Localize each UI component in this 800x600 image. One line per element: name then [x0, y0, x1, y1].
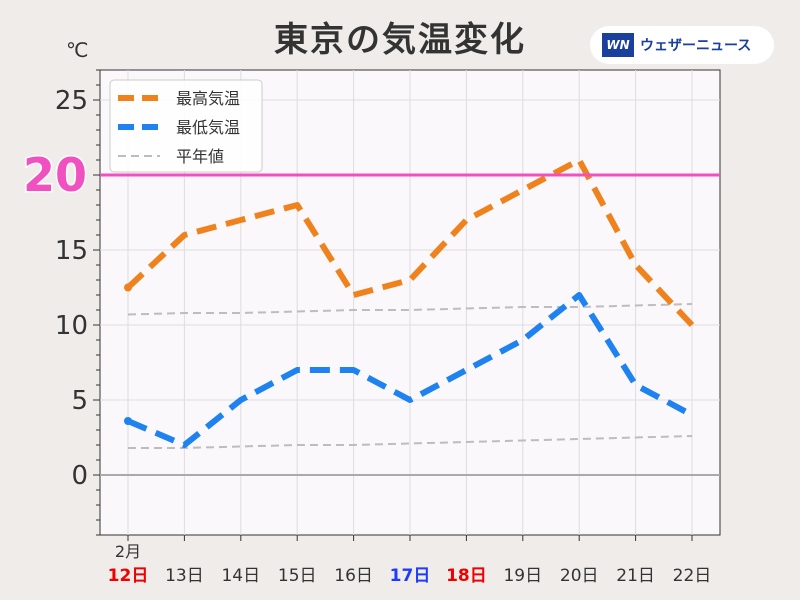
x-tick-label: 17日 [390, 566, 431, 586]
normal-max-line [127, 303, 693, 316]
max-temp-line-start-point [124, 283, 132, 292]
y-unit-label: ℃ [66, 38, 88, 62]
weathernews-logo-mark: WN [602, 33, 634, 57]
x-tick-label: 14日 [221, 566, 260, 586]
legend-label: 最低気温 [176, 118, 240, 137]
highlight-20-label: 20 [23, 148, 87, 202]
x-tick-label: 13日 [165, 566, 204, 586]
x-tick-label: 20日 [560, 566, 599, 586]
x-tick-label: 22日 [673, 566, 712, 586]
legend-label: 平年値 [176, 147, 224, 166]
y-tick-label: 15 [55, 236, 88, 266]
legend-box [109, 79, 263, 173]
weathernews-logo: WN ウェザーニュース [590, 26, 774, 64]
y-tick-label: 5 [71, 386, 88, 416]
x-tick-label: 16日 [334, 566, 373, 586]
weathernews-logo-text: ウェザーニュース [640, 38, 752, 54]
y-tick-label: 0 [71, 461, 88, 491]
x-tick-label: 18日 [446, 566, 487, 586]
month-label: 2月 [115, 542, 141, 561]
y-tick-label: 10 [55, 311, 88, 341]
y-tick-label: 25 [55, 86, 88, 116]
min-temp-line [126, 292, 694, 448]
chart-title: 東京の気温変化 [274, 20, 526, 60]
x-tick-label: 19日 [503, 566, 542, 586]
x-tick-label: 15日 [278, 566, 317, 586]
x-tick-label: 12日 [108, 566, 149, 586]
x-tick-label: 21日 [616, 566, 655, 586]
max-temp-line [125, 157, 695, 328]
normal-min-line [128, 435, 693, 449]
min-temp-line-start-point [124, 417, 132, 425]
legend-label: 最高気温 [176, 89, 240, 108]
